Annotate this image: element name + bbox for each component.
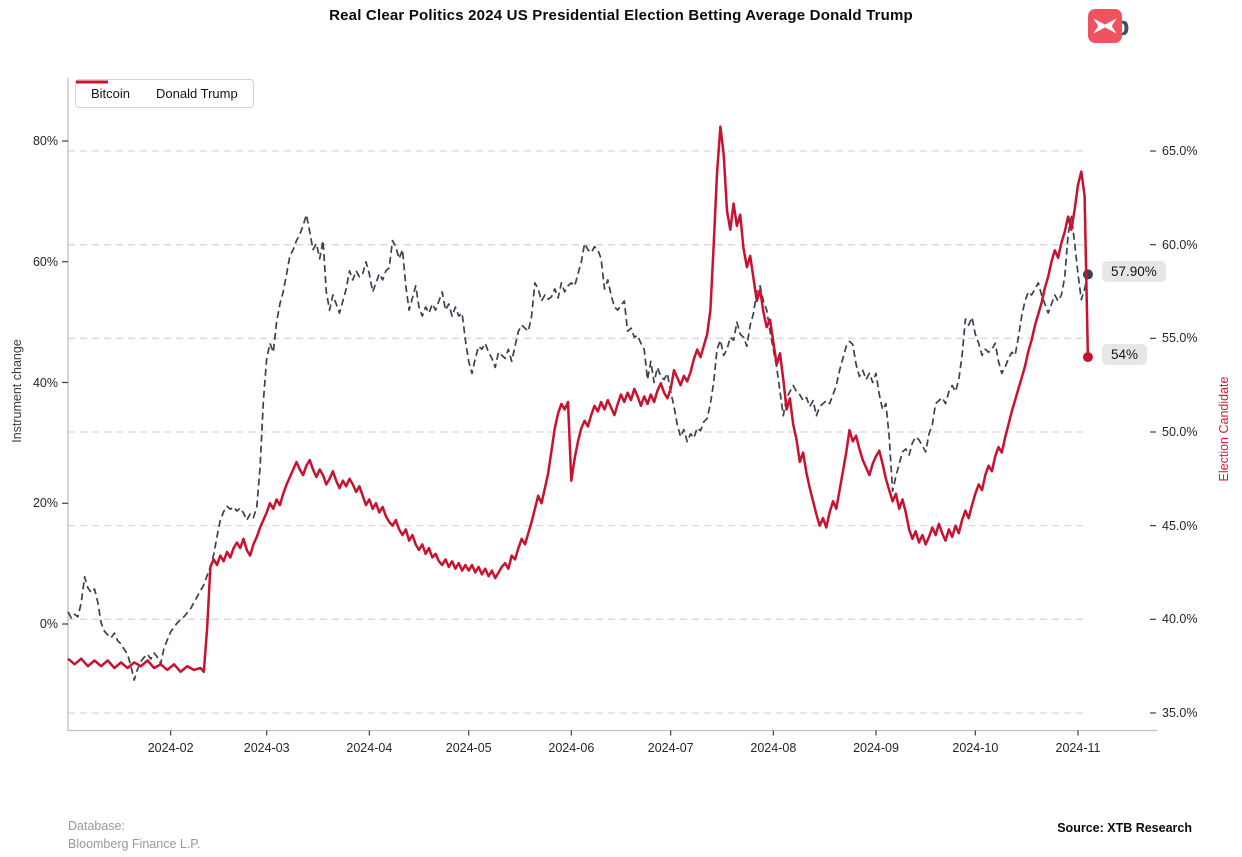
right-axis-tick-label: 65.0% [1162,144,1198,158]
trump-series-line [67,125,1090,674]
right-axis-tick-label: 35.0% [1162,705,1198,720]
x-axis-tick-label: 2024-03 [243,740,290,755]
left-axis-title: Instrument change [10,339,24,443]
right-axis-tick-label: 45.0% [1162,518,1198,533]
left-axis-tick-label: 0% [39,617,58,631]
x-axis-tick-label: 2024-04 [346,740,393,755]
bitcoin-series-line [67,213,1089,681]
right-axis-tick-label: 55.0% [1162,331,1198,346]
x-axis-tick-label: 2024-02 [147,740,194,755]
left-axis-tick-label: 20% [32,496,58,511]
left-axis-tick-label: 80% [32,134,58,148]
legend-label-donald-trump: Donald Trump [156,86,238,101]
right-axis-tick-label: 50.0% [1162,424,1198,439]
xtb-logo: xtb [1088,9,1130,43]
x-axis-tick-label: 2024-05 [445,740,492,755]
left-axis-tick-label: 40% [32,375,58,390]
right-axis-tick-label: 60.0% [1162,237,1198,252]
x-axis-tick-label: 2024-08 [750,740,797,755]
legend-label-bitcoin: Bitcoin [91,86,131,101]
right-axis-tick-label: 40.0% [1162,612,1198,627]
left-axis-tick-label: 60% [32,254,58,269]
x-axis-tick-label: 2024-09 [853,740,899,755]
legend-item-donald-trump: Donald Trump [76,80,238,101]
x-axis-tick-label: 2024-10 [952,740,999,755]
database-name: Bloomberg Finance L.P. [68,836,201,851]
chart-legend: Bitcoin Donald Trump [75,79,254,108]
page-title: Real Clear Politics 2024 US Presidential… [329,7,913,24]
xtb-logo-icon [1088,9,1122,43]
database-attribution: Database: Bloomberg Finance L.P. [68,818,201,853]
database-label: Database: [68,819,125,833]
x-axis-tick-label: 2024-07 [647,740,694,755]
bitcoin-end-value-callout: 57.90% [1102,261,1166,283]
legend-item-bitcoin: Bitcoin [76,81,131,101]
right-axis-title: Election Candidate [1217,376,1231,482]
trump-end-value-callout: 54% [1102,344,1148,366]
trump-end-dot [1082,352,1093,363]
x-axis-tick-label: 2024-11 [1055,740,1101,755]
bitcoin-end-dot [1082,269,1093,280]
source-attribution: Source: XTB Research [1057,821,1192,835]
x-axis-tick-label: 2024-06 [548,740,595,755]
trump-solid-line-icon [76,80,108,84]
